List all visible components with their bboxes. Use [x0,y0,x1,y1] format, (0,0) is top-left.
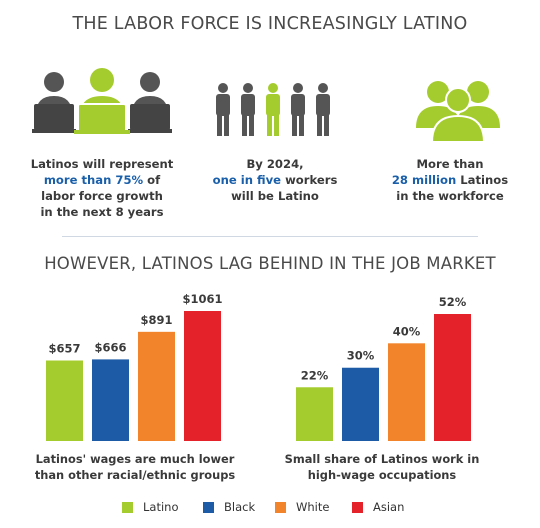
data-label-share-black: 30% [347,349,375,363]
stat-28-million: More than 28 million Latinos in the work… [391,157,509,203]
data-label-share-asian: 52% [439,295,467,309]
workers-at-laptops-icon [32,66,172,136]
data-label-wage-white: $891 [140,313,172,327]
stat-highlight: more than 75% [43,173,144,187]
section-divider [62,236,478,237]
legend-label: Asian [373,500,405,514]
section-title: HOWEVER, LATINOS LAG BEHIND IN THE JOB M… [44,254,496,273]
latino-workforce-group-icon [412,78,504,142]
stat-highlight: one in five [212,173,282,187]
legend-label: Black [224,500,256,514]
legend-swatch-white [275,501,286,513]
legend-label: Latino [143,500,179,514]
bar-wage-black [92,359,129,441]
legend-item-latino: Latino [122,500,178,514]
data-label-share-latino: 22% [301,368,329,382]
legend-label: White [296,500,330,514]
legend-swatch-black [203,501,214,513]
bar-wage-latino [46,360,83,441]
wages-caption: Latinos' wages are much lower than other… [34,452,236,482]
page-title: THE LABOR FORCE IS INCREASINGLY LATINO [72,14,468,34]
data-label-wage-black: $666 [94,340,126,354]
bar-wage-asian [184,311,221,441]
stat-one-in-five: By 2024, one in five workers will be Lat… [212,157,338,203]
data-label-wage-latino: $657 [48,342,80,356]
five-workers-icon [212,82,337,138]
data-label-share-white: 40% [393,324,421,338]
stat-highlight: 28 million [391,173,457,187]
bar-share-latino [296,387,333,441]
bar-share-black [342,367,379,441]
stat-labor-growth: Latinos will represent more than 75% of … [30,157,174,219]
legend-swatch-asian [352,501,363,513]
bar-wage-white [138,331,175,441]
data-label-wage-asian: $1061 [182,292,222,306]
bar-share-white [388,343,425,441]
legend-swatch-latino [122,501,133,513]
legend-item-asian: Asian [352,500,404,514]
bar-share-asian [434,314,471,441]
occupations-caption: Small share of Latinos work in high-wage… [284,452,480,482]
legend-item-white: White [275,500,329,514]
legend-item-black: Black [203,500,255,514]
